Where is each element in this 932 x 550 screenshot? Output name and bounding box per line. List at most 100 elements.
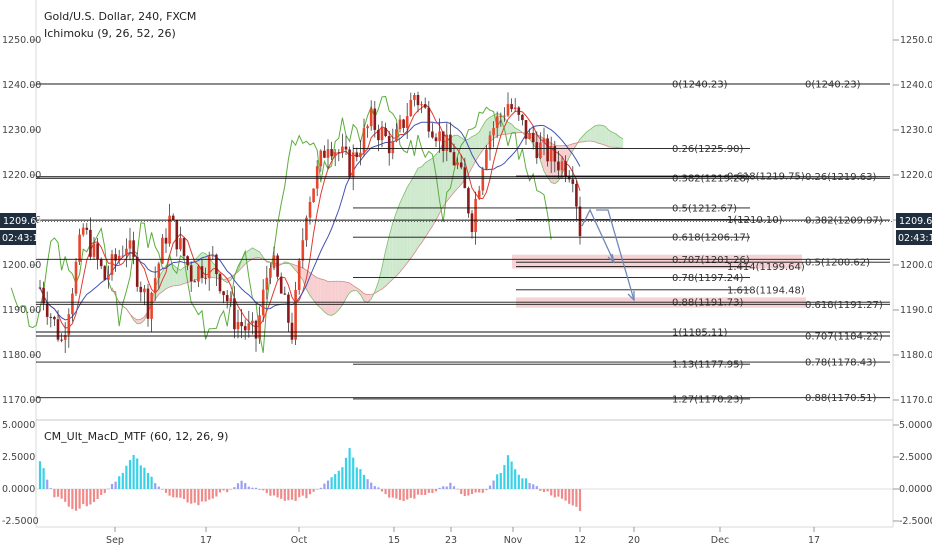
macd-bar — [362, 474, 366, 489]
candle-body — [481, 168, 485, 191]
macd-bar — [370, 482, 373, 489]
cloud-segment — [310, 272, 314, 301]
macd-bar — [550, 489, 553, 496]
candle-body — [441, 131, 445, 151]
macd-bar — [118, 476, 121, 489]
candle-body — [420, 104, 423, 106]
candle-body — [171, 215, 175, 221]
candle-body — [200, 266, 204, 278]
price-tick-label-right: 1240.00 — [900, 80, 932, 91]
candle-body — [222, 291, 225, 296]
macd-bar — [262, 489, 265, 491]
indicator-label[interactable]: Ichimoku (9, 26, 52, 26) — [44, 27, 176, 40]
cloud-segment — [583, 131, 588, 142]
candle-body — [251, 320, 254, 324]
cloud-segment — [140, 316, 145, 324]
cloud-segment — [176, 267, 181, 286]
time-tick-label: 20 — [628, 535, 640, 546]
candle-body — [463, 167, 467, 189]
candle-body — [114, 254, 117, 261]
chart-title[interactable]: Gold/U.S. Dollar, 240, FXCM — [44, 10, 196, 23]
macd-bar — [319, 487, 322, 489]
candle-body — [240, 322, 243, 327]
fib-highlight-band — [512, 254, 802, 269]
price-tick-label-right: 1220.00 — [900, 170, 932, 181]
cloud-segment — [619, 136, 624, 149]
candle-body — [49, 316, 53, 318]
candle-body — [427, 107, 431, 132]
macd-bar — [53, 489, 56, 498]
macd-tick-label-left: 0.0000 — [2, 484, 35, 495]
macd-bar — [377, 487, 380, 489]
candle-body — [85, 227, 89, 230]
candle-body — [146, 288, 150, 319]
cloud-segment — [457, 135, 462, 189]
candle-body — [355, 152, 359, 158]
candle-body — [416, 95, 420, 106]
fib-level-label: 1.13(1177.95) — [672, 360, 744, 371]
candle-body — [81, 227, 85, 235]
candle-body — [308, 201, 312, 218]
candle-body — [38, 287, 42, 289]
price-tick-label-right: 1250.00 — [900, 35, 932, 46]
macd-bar — [280, 489, 283, 499]
candle-body — [186, 256, 189, 266]
macd-bar — [298, 489, 301, 498]
candle-body — [467, 188, 470, 214]
candle-body — [287, 294, 290, 323]
candle-body — [575, 183, 578, 207]
macd-bar — [67, 489, 70, 507]
candle-body — [164, 237, 168, 244]
price-tick-label-left: 1190.00 — [2, 305, 41, 316]
macd-bar — [136, 458, 139, 489]
cloud-segment — [601, 125, 606, 146]
cloud-segment — [418, 166, 422, 248]
candle-body — [405, 116, 409, 128]
cloud-segment — [482, 119, 487, 151]
cloud-segment — [169, 263, 174, 288]
macd-bar — [244, 483, 247, 489]
candle-body — [517, 107, 521, 115]
cloud-segment — [511, 124, 516, 134]
left-price-badge — [0, 213, 36, 228]
macd-bar — [424, 489, 427, 495]
left-countdown-badge — [0, 230, 36, 245]
macd-bar — [510, 461, 513, 489]
macd-title[interactable]: CM_Ult_MacD_MTF (60, 12, 26, 9) — [44, 430, 228, 443]
candle-body — [474, 198, 477, 232]
candle-body — [380, 127, 384, 141]
macd-bar — [139, 465, 142, 489]
candle-body — [438, 131, 441, 142]
candle-body — [434, 137, 438, 142]
candle-body — [99, 259, 103, 267]
macd-bar — [229, 489, 232, 490]
candle-body — [535, 142, 539, 159]
cloud-segment — [367, 294, 372, 303]
macd-bar — [373, 486, 376, 489]
macd-bar — [470, 489, 474, 495]
candle-body — [96, 243, 99, 260]
candle-body — [211, 254, 215, 257]
macd-bar — [488, 485, 492, 489]
macd-bar — [406, 489, 409, 500]
candle-body — [175, 220, 179, 250]
macd-bar — [341, 467, 344, 489]
fib-level-label: 0.382(1219.28) — [672, 174, 750, 185]
macd-bar — [535, 486, 538, 489]
macd-bar — [150, 476, 153, 489]
macd-bar — [496, 474, 499, 489]
cloud-segment — [407, 181, 411, 264]
candle-body — [510, 104, 513, 110]
macd-bar — [445, 486, 448, 489]
candle-body — [182, 238, 186, 257]
macd-bar — [276, 489, 279, 498]
cloud-segment — [364, 293, 368, 303]
candle-body — [204, 277, 207, 279]
cloud-segment — [248, 247, 253, 262]
candle-body — [265, 277, 269, 290]
macd-bar — [492, 480, 495, 489]
candle-body — [539, 142, 542, 159]
candle-body — [366, 126, 369, 129]
fib-level-label: 1.27(1170.23) — [672, 394, 744, 405]
